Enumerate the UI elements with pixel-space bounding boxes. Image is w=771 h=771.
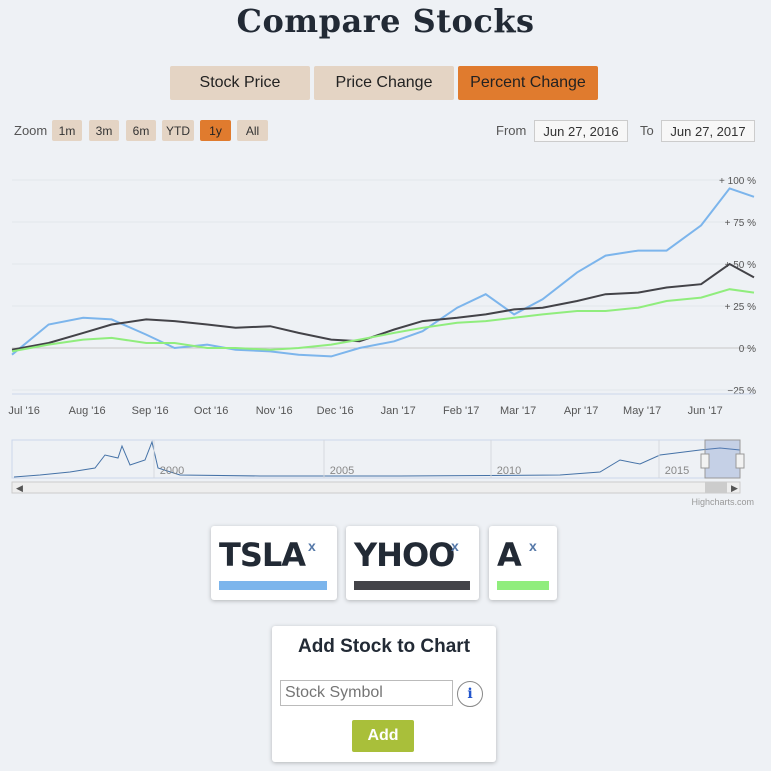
from-date-input[interactable]: Jun 27, 2016 [534, 120, 628, 142]
zoom-1m-button[interactable]: 1m [52, 120, 82, 141]
to-label: To [640, 123, 654, 138]
ticker-card-tsla: TSLA x [211, 526, 337, 600]
scroll-left-icon: ◀ [16, 483, 23, 493]
zoom-1y-button[interactable]: 1y [200, 120, 231, 141]
series-line-tsla [11, 187, 755, 358]
x-tick-label: Jun '17 [688, 405, 723, 417]
stock-chart[interactable]: + 100 % + 75 % + 50 % + 25 % 0 % −25 % Jul '16… [0, 150, 771, 510]
remove-yhoo-button[interactable]: x [451, 538, 459, 554]
page-title: Compare Stocks [236, 2, 535, 40]
ticker-color-bar [497, 581, 549, 590]
x-tick-label: Jul '16 [8, 405, 39, 417]
scrollbar-thumb [705, 482, 727, 493]
to-date-input[interactable]: Jun 27, 2017 [661, 120, 755, 142]
y-tick-label: + 50 % [725, 260, 757, 271]
y-tick-label: −25 % [727, 386, 756, 397]
scrollbar-track [11, 481, 741, 494]
x-tick-label: Apr '17 [564, 405, 599, 417]
price-change-button[interactable]: Price Change [314, 66, 454, 100]
info-icon[interactable]: i [457, 681, 483, 707]
navigator-handle-left [700, 453, 710, 469]
zoom-all-button[interactable]: All [237, 120, 268, 141]
navigator-year-label: 2010 [497, 465, 521, 477]
scroll-right-icon: ▶ [731, 483, 738, 493]
stock-price-button[interactable]: Stock Price [170, 66, 310, 100]
ticker-symbol: TSLA [219, 536, 306, 574]
y-tick-label: 0 % [739, 344, 756, 355]
x-tick-label: Jan '17 [381, 405, 416, 417]
series-line-yhoo [11, 262, 755, 351]
x-tick-label: May '17 [623, 405, 661, 417]
remove-tsla-button[interactable]: x [308, 538, 316, 554]
ticker-card-yhoo: YHOO x [346, 526, 479, 600]
add-stock-panel: Add Stock to Chart i Add [272, 626, 496, 762]
x-tick-label: Feb '17 [443, 405, 479, 417]
navigator-handle-right [735, 453, 745, 469]
y-tick-label: + 100 % [719, 176, 756, 187]
series-line-a [11, 288, 755, 353]
x-tick-label: Aug '16 [69, 405, 106, 417]
x-tick-label: Mar '17 [500, 405, 536, 417]
remove-a-button[interactable]: x [529, 538, 537, 554]
x-tick-label: Dec '16 [317, 405, 354, 417]
ticker-card-a: A x [489, 526, 557, 600]
zoom-3m-button[interactable]: 3m [89, 120, 119, 141]
ticker-color-bar [354, 581, 470, 590]
y-tick-label: + 25 % [725, 302, 757, 313]
zoom-ytd-button[interactable]: YTD [162, 120, 194, 141]
chart-area[interactable]: + 100 % + 75 % + 50 % + 25 % 0 % −25 % Jul '16… [0, 150, 771, 510]
navigator-series [13, 440, 741, 478]
y-tick-label: + 75 % [725, 218, 757, 229]
percent-change-button[interactable]: Percent Change [458, 66, 598, 100]
from-label: From [496, 123, 527, 138]
navigator-frame [11, 439, 741, 479]
zoom-6m-button[interactable]: 6m [126, 120, 156, 141]
add-stock-title: Add Stock to Chart [297, 636, 471, 657]
navigator-year-label: 2015 [665, 465, 689, 477]
add-button[interactable]: Add [352, 720, 414, 752]
navigator-year-label: 2005 [330, 465, 354, 477]
navigator-year-label: 2000 [160, 465, 184, 477]
ticker-symbol: A [497, 536, 522, 574]
ticker-symbol: YHOO [354, 536, 455, 574]
navigator-selection [704, 439, 741, 479]
x-tick-label: Nov '16 [256, 405, 293, 417]
stock-symbol-input[interactable] [280, 680, 453, 706]
x-tick-label: Sep '16 [132, 405, 169, 417]
highcharts-credit: Highcharts.com [691, 497, 754, 507]
x-tick-label: Oct '16 [194, 405, 229, 417]
ticker-color-bar [219, 581, 327, 590]
zoom-label: Zoom [14, 123, 48, 138]
